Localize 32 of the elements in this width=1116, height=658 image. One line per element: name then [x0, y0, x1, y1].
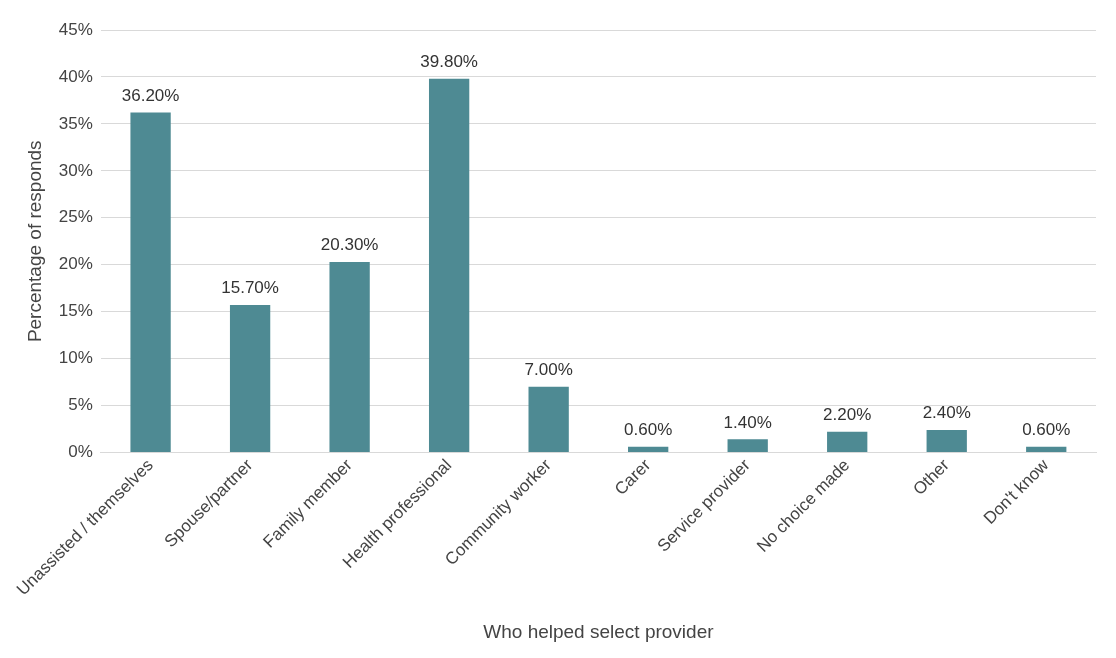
bar — [229, 305, 271, 452]
x-axis-title: Who helped select provider — [483, 620, 715, 642]
bar — [827, 431, 868, 452]
bar — [628, 446, 669, 452]
data-label: 0.60% — [624, 420, 673, 440]
data-label: 2.20% — [823, 405, 872, 425]
data-label: 39.80% — [420, 52, 478, 72]
y-tick-label: 0% — [68, 442, 93, 462]
y-tick-label: 35% — [58, 113, 93, 133]
data-label: 15.70% — [221, 278, 279, 298]
data-label: 2.40% — [922, 403, 971, 423]
data-label: 1.40% — [723, 412, 772, 432]
y-tick-label: 10% — [58, 348, 93, 368]
bar — [528, 386, 569, 452]
y-tick-label: 30% — [58, 160, 93, 180]
y-tick-label: 15% — [58, 301, 93, 321]
y-tick-label: 45% — [58, 19, 93, 39]
y-tick-label: 40% — [58, 66, 93, 86]
y-tick-label: 5% — [68, 395, 93, 415]
y-tick-label: 25% — [58, 207, 93, 227]
bar — [329, 261, 370, 452]
bar — [1026, 446, 1067, 452]
bar — [130, 112, 171, 452]
data-label: 36.20% — [121, 85, 180, 105]
bar — [428, 78, 470, 452]
bar — [926, 429, 967, 452]
data-label: 0.60% — [1022, 420, 1071, 440]
y-axis-title: Percentage of responds — [23, 140, 45, 343]
data-label: 7.00% — [524, 359, 573, 379]
data-label: 20.30% — [320, 235, 379, 255]
bar — [727, 439, 768, 452]
y-tick-label: 20% — [58, 254, 93, 274]
